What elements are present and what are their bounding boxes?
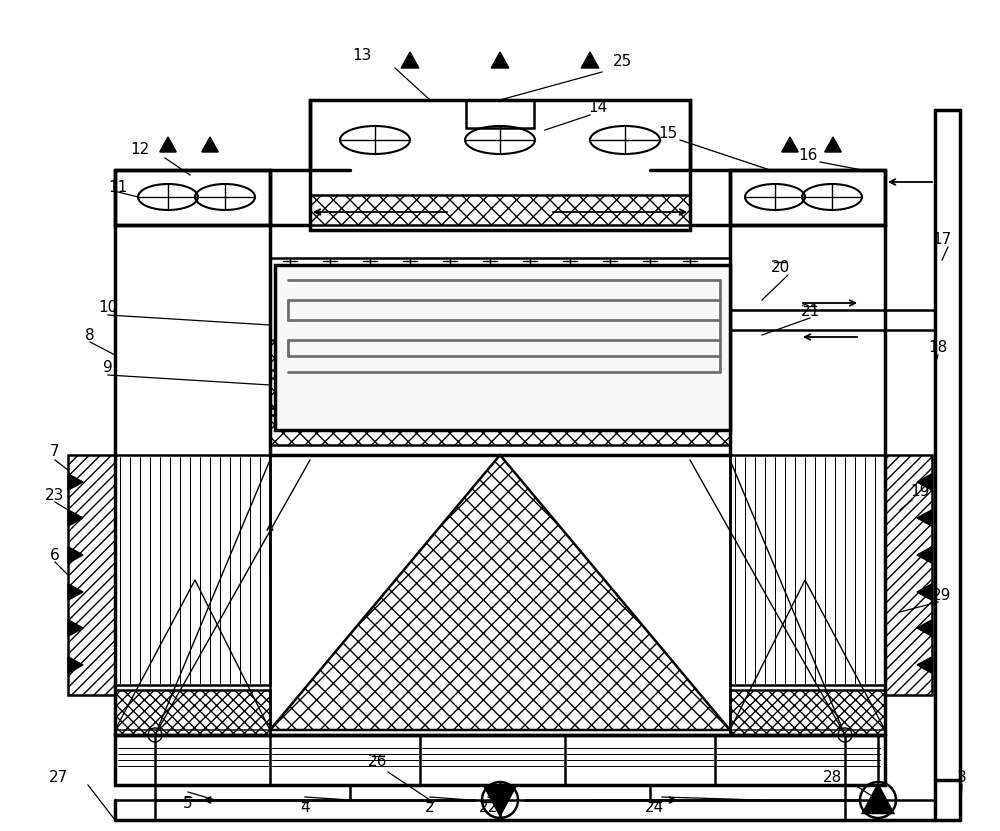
Bar [270,340,730,370]
Text: 23: 23 [45,488,65,503]
Text: 13: 13 [352,47,372,62]
Text: 4: 4 [300,800,310,815]
Text: 3: 3 [957,770,967,785]
Polygon shape [917,620,932,637]
Text: 28: 28 [822,770,842,785]
Text: 27: 27 [48,770,68,785]
Text: 6: 6 [50,548,60,563]
Text: 20: 20 [770,260,790,276]
Bar [115,690,270,735]
Bar [115,170,270,225]
Polygon shape [485,787,515,815]
Polygon shape [917,547,932,563]
Text: 21: 21 [800,304,820,319]
Bar [270,378,730,408]
Bar [730,455,885,685]
Text: 8: 8 [85,327,95,342]
Bar [270,415,730,445]
Text: 10: 10 [98,301,118,316]
Polygon shape [917,474,932,490]
Text: 2: 2 [425,800,435,815]
Bar [466,100,534,128]
Bar [310,195,690,225]
Bar [730,690,885,735]
Bar [115,735,885,785]
Polygon shape [68,509,83,526]
Bar [68,455,115,695]
Text: 11: 11 [108,180,128,195]
Bar [730,170,885,225]
Polygon shape [68,474,83,490]
Polygon shape [917,583,932,600]
Polygon shape [68,583,83,600]
Text: 22: 22 [478,800,498,815]
Text: 14: 14 [588,101,608,116]
Text: 7: 7 [50,445,60,460]
Bar [310,100,690,230]
Bar [275,265,730,430]
Polygon shape [68,656,83,673]
Text: 12: 12 [130,142,150,158]
Text: 5: 5 [183,795,193,810]
Text: 26: 26 [368,755,388,770]
Text: 24: 24 [645,800,665,815]
Text: 18: 18 [928,341,948,356]
Polygon shape [202,137,218,152]
Bar [885,455,932,695]
Text: 25: 25 [612,55,632,70]
Text: 16: 16 [798,147,818,163]
Polygon shape [917,656,932,673]
Polygon shape [782,137,798,152]
Text: 17: 17 [932,233,952,248]
Polygon shape [863,785,893,813]
Polygon shape [160,137,176,152]
Polygon shape [825,137,841,152]
Polygon shape [68,620,83,637]
Bar [115,455,270,685]
Text: 9: 9 [103,361,113,376]
Text: 15: 15 [658,125,678,140]
Text: 1: 1 [495,807,505,822]
Text: 29: 29 [932,588,952,602]
Polygon shape [401,52,419,68]
Polygon shape [68,547,83,563]
Polygon shape [581,52,599,68]
Text: 19: 19 [910,484,930,499]
Polygon shape [491,52,509,68]
Polygon shape [917,509,932,526]
